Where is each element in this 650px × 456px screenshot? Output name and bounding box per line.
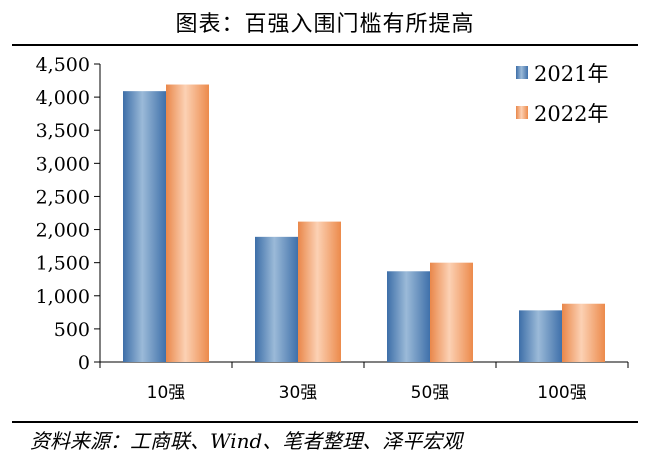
x-tick-label: 100强	[537, 383, 586, 403]
legend-label: 2022年	[534, 102, 608, 126]
bar-2022	[562, 303, 605, 362]
legend-swatch-2022	[516, 106, 528, 119]
y-tick-label: 2,000	[36, 220, 90, 242]
legend-swatch-2021	[516, 66, 528, 79]
y-tick-label: 4,500	[36, 54, 90, 76]
bar-chart: 0 500 1,000 1,500 2,000 2,500 3,000 3,500 4,000 4…	[36, 54, 629, 403]
x-tick-label: 50强	[411, 383, 450, 403]
y-tick-label: 500	[54, 319, 90, 341]
bar-2021	[387, 271, 430, 362]
title-divider	[12, 44, 638, 46]
bar-2021	[519, 310, 562, 362]
y-tick-label: 3,500	[36, 120, 90, 142]
y-tick-label: 1,500	[36, 253, 90, 275]
y-tick-label: 4,000	[36, 87, 90, 109]
y-tick-label: 2,500	[36, 186, 90, 208]
y-tick-label: 3,000	[36, 153, 90, 175]
y-tick-label: 1,000	[36, 286, 90, 308]
y-tick-label: 0	[78, 352, 90, 374]
plot-area: 0 500 1,000 1,500 2,000 2,500 3,000 3,500 4,000 4…	[36, 54, 629, 403]
page-title: 图表：百强入围门槛有所提高	[175, 12, 475, 37]
bar-2022	[430, 262, 473, 362]
source-note: 资料来源：工商联、Wind、笔者整理、泽平宏观	[30, 429, 463, 453]
footer-divider	[12, 421, 638, 423]
bar-2021	[255, 236, 298, 362]
legend-label: 2021年	[534, 62, 608, 86]
bar-2021	[123, 91, 166, 362]
legend: 2021年 2022年	[516, 62, 608, 126]
bar-2022	[298, 221, 341, 362]
x-tick-label: 10强	[147, 383, 186, 403]
bar-2022	[166, 84, 209, 363]
x-tick-label: 30强	[279, 383, 318, 403]
